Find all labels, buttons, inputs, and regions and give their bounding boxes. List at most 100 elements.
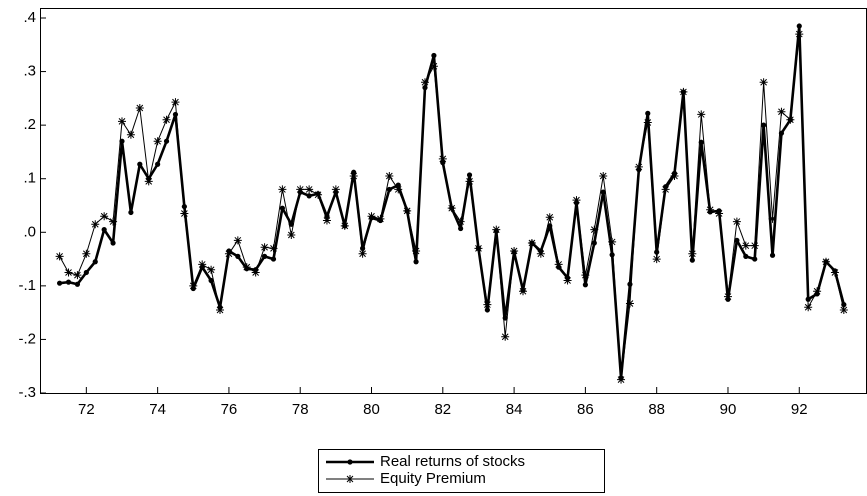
point bbox=[287, 230, 296, 239]
point bbox=[483, 300, 492, 309]
x-tick-label: 84 bbox=[506, 401, 523, 418]
point bbox=[306, 193, 312, 199]
point bbox=[394, 185, 403, 194]
point bbox=[670, 172, 679, 181]
point bbox=[278, 185, 287, 194]
point bbox=[777, 107, 786, 116]
point bbox=[137, 161, 143, 167]
point bbox=[55, 252, 64, 261]
point bbox=[155, 161, 161, 167]
point bbox=[563, 276, 572, 285]
point bbox=[91, 220, 100, 229]
point bbox=[135, 104, 144, 112]
legend-marker bbox=[347, 459, 353, 465]
point bbox=[689, 257, 695, 263]
point bbox=[822, 257, 831, 266]
x-tick-label: 78 bbox=[292, 401, 309, 418]
point bbox=[608, 237, 617, 246]
plot-area bbox=[55, 23, 848, 384]
point bbox=[242, 263, 251, 272]
point bbox=[761, 122, 767, 128]
point bbox=[198, 260, 207, 269]
point bbox=[536, 249, 545, 258]
point bbox=[750, 241, 759, 250]
point bbox=[643, 118, 652, 127]
point bbox=[591, 240, 597, 246]
point bbox=[288, 221, 294, 227]
point bbox=[57, 280, 63, 286]
x-tick-label: 76 bbox=[221, 401, 238, 418]
point bbox=[732, 217, 741, 226]
y-tick-label: -.1 bbox=[18, 277, 36, 294]
point bbox=[163, 138, 170, 144]
point bbox=[519, 287, 528, 296]
x-tick-label: 72 bbox=[78, 401, 95, 418]
point bbox=[216, 305, 225, 314]
point bbox=[296, 185, 305, 194]
y-tick-label: .1 bbox=[23, 170, 36, 187]
point bbox=[314, 190, 323, 199]
point bbox=[456, 217, 465, 226]
point bbox=[73, 271, 82, 280]
y-tick-label: .3 bbox=[23, 63, 36, 80]
point bbox=[786, 115, 795, 124]
point bbox=[743, 253, 749, 259]
point bbox=[171, 98, 180, 107]
point bbox=[796, 23, 802, 29]
point bbox=[661, 185, 670, 194]
point bbox=[403, 206, 412, 215]
point bbox=[723, 292, 732, 301]
point bbox=[117, 117, 126, 126]
point bbox=[715, 209, 724, 218]
point bbox=[322, 216, 331, 225]
point bbox=[208, 277, 214, 284]
x-tick-label: 90 bbox=[720, 401, 737, 418]
point bbox=[92, 259, 98, 265]
x-tick-label: 80 bbox=[363, 401, 380, 418]
x-tick-label: 82 bbox=[434, 401, 451, 418]
x-tick-label: 88 bbox=[648, 401, 665, 418]
point bbox=[582, 282, 588, 288]
point bbox=[162, 115, 171, 124]
legend-marker bbox=[346, 475, 354, 483]
point bbox=[74, 281, 81, 287]
point bbox=[706, 205, 715, 214]
point bbox=[261, 253, 268, 259]
series-line bbox=[59, 24, 846, 380]
point bbox=[331, 185, 340, 194]
point bbox=[609, 252, 615, 258]
point bbox=[269, 244, 278, 253]
point bbox=[599, 172, 608, 181]
y-tick-label: .4 bbox=[23, 9, 36, 26]
point bbox=[554, 260, 563, 269]
point bbox=[412, 247, 421, 256]
point bbox=[839, 305, 848, 314]
point bbox=[679, 87, 688, 96]
point bbox=[759, 78, 768, 87]
point bbox=[153, 137, 162, 146]
point bbox=[830, 268, 839, 277]
y-tick-label: .0 bbox=[23, 223, 36, 240]
point bbox=[126, 130, 135, 139]
point bbox=[251, 268, 260, 277]
x-tick-label: 86 bbox=[577, 401, 594, 418]
point bbox=[207, 265, 216, 274]
y-tick-label: -.2 bbox=[18, 330, 36, 347]
point bbox=[82, 249, 91, 258]
point bbox=[413, 259, 419, 265]
point bbox=[385, 172, 394, 181]
legend-box bbox=[318, 449, 605, 493]
point bbox=[768, 214, 777, 223]
point bbox=[769, 252, 776, 258]
point bbox=[235, 253, 241, 259]
point bbox=[795, 30, 804, 39]
point bbox=[349, 172, 358, 181]
point bbox=[752, 256, 758, 262]
point bbox=[64, 268, 73, 277]
point bbox=[501, 332, 510, 341]
legend-label: Real returns of stocks bbox=[380, 453, 525, 470]
point bbox=[625, 299, 634, 308]
point bbox=[260, 243, 269, 252]
